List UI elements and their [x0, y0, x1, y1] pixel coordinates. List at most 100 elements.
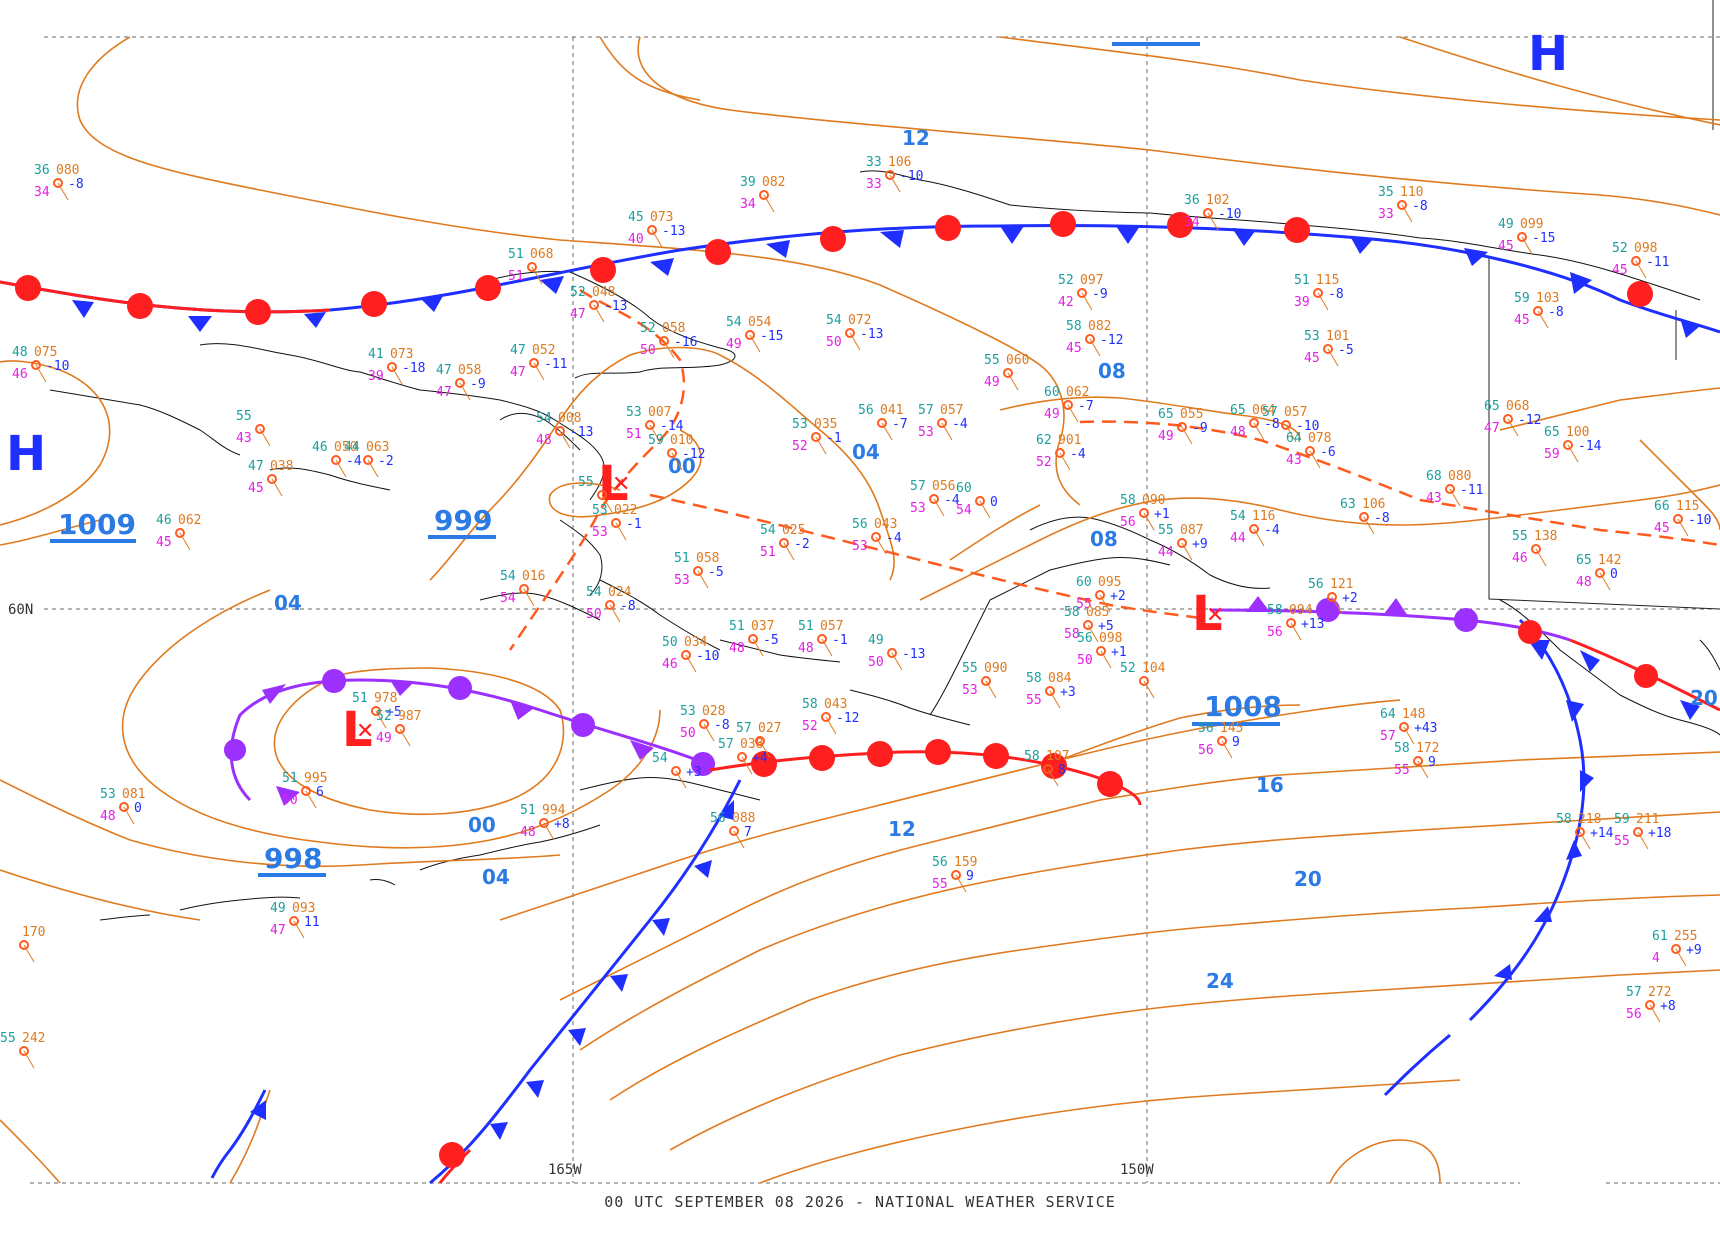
station-plot: 170 [19, 925, 45, 963]
station-temperature: 51 [282, 771, 298, 786]
station-plot: 55 087+9 44 [1158, 523, 1208, 561]
station-pressure-tendency: -13 [604, 299, 627, 314]
wind-barb-icon [1253, 528, 1265, 547]
coastlines [49, 170, 1720, 921]
station-temperature: 57 [1626, 985, 1642, 1000]
svg-text:08: 08 [1090, 527, 1118, 551]
station-dewpoint: 34 [34, 185, 50, 200]
station-plot: 56 041-7 [858, 403, 908, 441]
station-pressure-tendency: -4 [346, 454, 362, 469]
station-dewpoint: 53 [962, 683, 978, 698]
station-temperature: 35 [1378, 185, 1394, 200]
station-plot: 36 102-10 34 [1184, 193, 1241, 231]
wind-barb-icon [367, 459, 379, 478]
isobar-labels: 12 08 04 00 04 08 00 04 12 16 20 24 20 [274, 126, 1718, 993]
station-pressure: 172 [1416, 741, 1439, 756]
svg-text:12: 12 [902, 126, 930, 150]
wind-barb-icon [891, 652, 903, 671]
station-dewpoint: 47 [1484, 421, 1500, 436]
station-dewpoint: 47 [436, 385, 452, 400]
station-dewpoint: 49 [984, 375, 1000, 390]
wind-barb-icon [1403, 726, 1415, 745]
wind-barb-icon [933, 498, 945, 517]
station-plot: 57 057-10 [1262, 405, 1319, 443]
station-pressure: 048 [592, 285, 615, 300]
station-pressure: 115 [1676, 499, 1699, 514]
station-circle-icon [821, 712, 831, 722]
station-pressure: 058 [662, 321, 685, 336]
station-plot: 60 0 54 [956, 481, 998, 519]
low-center-x-icon: ✕ [612, 472, 630, 497]
wind-barb-icon [979, 500, 991, 519]
station-temperature: 33 [866, 155, 882, 170]
station-circle-icon [1631, 256, 1641, 266]
station-plot: 52 104 [1120, 661, 1166, 699]
station-plot: 35 110-8 33 [1378, 185, 1428, 223]
station-dewpoint: 39 [1294, 295, 1310, 310]
station-temperature: 59 [1614, 812, 1630, 827]
station-circle-icon [1177, 538, 1187, 548]
station-circle-icon [1413, 756, 1423, 766]
wind-barb-icon [1100, 650, 1112, 669]
wind-barb-icon [733, 830, 745, 849]
station-dewpoint: 50 [282, 793, 298, 808]
station-dewpoint: 53 [674, 573, 690, 588]
station-pressure: 041 [880, 403, 903, 418]
station-pressure-tendency: -12 [1100, 333, 1123, 348]
station-pressure: 088 [732, 811, 755, 826]
station-plot: 50 034-10 46 [662, 635, 719, 673]
station-circle-icon [1045, 686, 1055, 696]
station-pressure-tendency: +3 [1060, 685, 1076, 700]
station-pressure-tendency: -9 [470, 377, 486, 392]
station-dewpoint: 49 [1158, 429, 1174, 444]
station-temperature: 49 [1498, 217, 1514, 232]
wind-barb-icon [1535, 548, 1547, 567]
high-pressure-icon: H [6, 426, 46, 482]
lon-label-165w: 165W [548, 1162, 582, 1178]
station-pressure-tendency: +9 [1192, 537, 1208, 552]
wind-barb-icon [985, 680, 997, 699]
station-temperature: 51 [674, 551, 690, 566]
station-plot: 47 052-11 47 [510, 343, 567, 381]
station-plot: 58 085+5 58 [1064, 605, 1114, 643]
station-dewpoint: 43 [1426, 491, 1442, 506]
station-circle-icon [1077, 288, 1087, 298]
station-temperature: 53 [680, 704, 696, 719]
station-pressure: 170 [22, 925, 45, 940]
station-temperature: 55 [236, 409, 252, 424]
station-dewpoint: 58 [1064, 627, 1080, 642]
station-pressure: 098 [1099, 631, 1122, 646]
station-dewpoint: 55 [1076, 597, 1092, 612]
station-dewpoint: 53 [910, 501, 926, 516]
station-pressure: 073 [390, 347, 413, 362]
wind-barb-icon [1449, 488, 1461, 507]
station-plot: 64 078-6 43 [1286, 431, 1336, 469]
svg-text:04: 04 [482, 865, 510, 889]
station-circle-icon [387, 362, 397, 372]
wind-barb-icon [1089, 338, 1101, 357]
station-pressure-tendency: -8 [1264, 417, 1280, 432]
station-dewpoint: 44 [1158, 545, 1174, 560]
station-circle-icon [267, 474, 277, 484]
station-pressure-tendency: -12 [836, 711, 859, 726]
station-pressure-tendency: +5 [386, 705, 402, 720]
station-temperature: 56 [710, 811, 726, 826]
station-pressure: 057 [940, 403, 963, 418]
station-pressure: 024 [608, 585, 632, 600]
station-pressure-tendency: -13 [570, 425, 593, 440]
station-pressure-tendency: -10 [1688, 513, 1711, 528]
station-circle-icon [31, 360, 41, 370]
station-pressure: 073 [650, 210, 673, 225]
station-pressure: 082 [1088, 319, 1111, 334]
station-circle-icon [371, 706, 381, 716]
station-temperature: 68 [1426, 469, 1442, 484]
station-temperature: 54 [586, 585, 602, 600]
station-pressure: 106 [888, 155, 911, 170]
wind-barb-icon [1363, 516, 1375, 535]
wind-barb-icon [335, 459, 347, 478]
station-plot: 53 101-5 45 [1304, 329, 1354, 367]
lat-lon-grid [30, 36, 1720, 1184]
